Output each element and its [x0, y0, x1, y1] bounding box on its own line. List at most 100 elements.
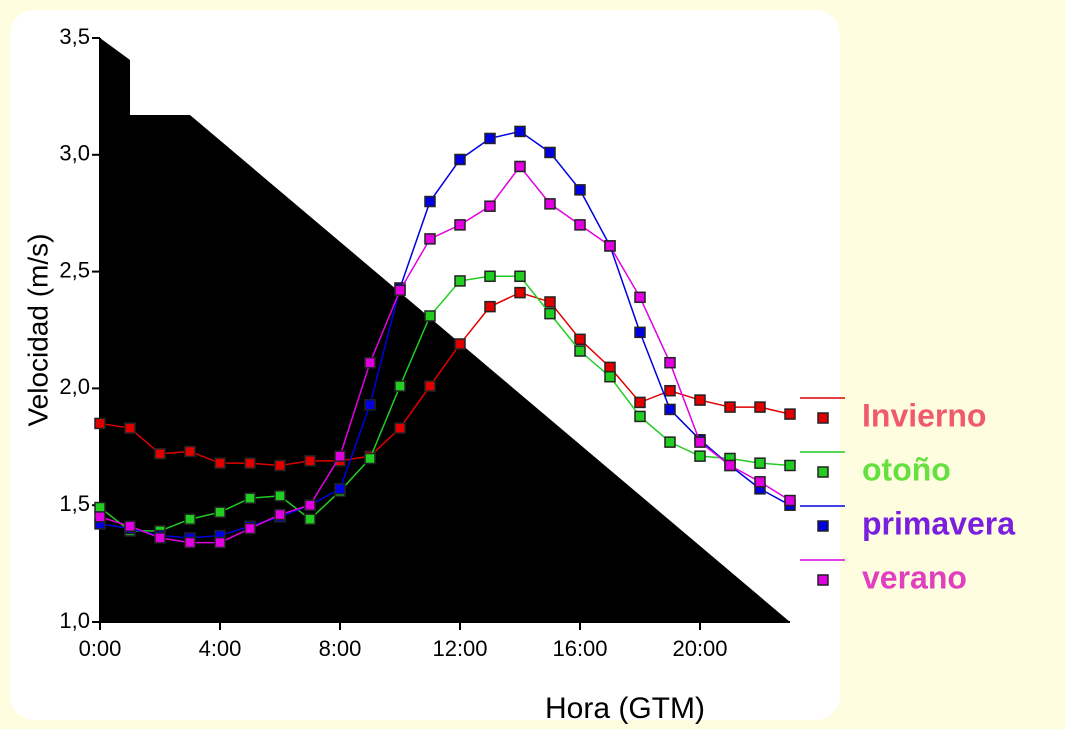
data-point [514, 286, 526, 299]
data-point [544, 296, 556, 308]
data-point [184, 513, 196, 525]
data-point [154, 448, 166, 460]
data-point [214, 506, 226, 518]
data-point [634, 326, 646, 339]
data-point [664, 356, 676, 369]
data-point [304, 499, 316, 511]
data-point [664, 403, 676, 416]
data-point [514, 270, 526, 283]
legend-marker [817, 412, 829, 424]
data-point [694, 436, 706, 448]
data-point [694, 450, 706, 462]
data-point [274, 508, 286, 521]
data-point [664, 436, 676, 448]
data-point [184, 536, 196, 549]
x-tick-label: 12:00 [432, 636, 487, 661]
data-point [154, 532, 166, 544]
x-tick-label: 20:00 [672, 636, 727, 661]
data-point [604, 240, 616, 252]
data-point [454, 338, 466, 350]
x-tick-label: 4:00 [199, 636, 242, 661]
data-point [94, 501, 106, 514]
legend-marker [817, 574, 829, 586]
data-point [484, 270, 496, 283]
data-point [754, 457, 766, 469]
legend-marker [817, 520, 829, 532]
data-point [274, 490, 286, 502]
legend-marker [817, 466, 829, 478]
legend-label: primavera [862, 505, 1015, 541]
y-tick-label: 1,5 [59, 491, 90, 516]
data-point [124, 422, 136, 434]
data-point [94, 511, 106, 523]
legend-label: verano [862, 559, 967, 595]
data-point [424, 380, 436, 392]
data-point [274, 459, 286, 472]
data-point [544, 146, 556, 159]
x-axis-label: Hora (GTM) [545, 692, 705, 725]
data-point [784, 494, 796, 507]
data-point [484, 200, 496, 212]
data-point [334, 450, 346, 462]
data-point [364, 399, 376, 411]
y-axis-label: Velocidad (m/s) [22, 234, 53, 427]
y-tick-label: 3,5 [59, 24, 90, 49]
data-point [694, 394, 706, 406]
data-point [784, 459, 796, 472]
data-point [544, 198, 556, 210]
data-point [784, 408, 796, 420]
data-point [454, 275, 466, 287]
data-point [304, 513, 316, 525]
data-point [544, 307, 556, 320]
data-point [364, 452, 376, 465]
background-shape [100, 38, 790, 622]
x-tick-label: 8:00 [319, 636, 362, 661]
data-point [724, 401, 736, 413]
data-point [634, 396, 646, 409]
data-point [574, 345, 586, 357]
data-point [244, 492, 256, 504]
data-point [304, 455, 316, 467]
data-point [574, 219, 586, 231]
data-point [514, 125, 526, 138]
data-point [604, 361, 616, 374]
data-point [754, 476, 766, 488]
data-point [424, 310, 436, 322]
y-tick-label: 2,0 [59, 374, 90, 399]
data-point [394, 380, 406, 392]
data-point [514, 160, 526, 173]
data-point [244, 457, 256, 469]
y-tick-label: 1,0 [59, 608, 90, 633]
data-point [424, 195, 436, 208]
x-tick-label: 0:00 [79, 636, 122, 661]
data-point [604, 370, 616, 383]
data-point [214, 536, 226, 549]
data-point [484, 300, 496, 313]
x-tick-label: 16:00 [552, 636, 607, 661]
data-point [184, 445, 196, 458]
y-tick-label: 3,0 [59, 141, 90, 166]
data-point [634, 291, 646, 304]
data-point [574, 333, 586, 346]
data-point [454, 153, 466, 166]
data-point [754, 401, 766, 413]
legend-label: Invierno [862, 397, 986, 433]
data-point [634, 410, 646, 423]
data-point [334, 483, 346, 495]
data-point [394, 422, 406, 434]
data-point [424, 233, 436, 245]
data-point [124, 520, 136, 532]
data-point [574, 184, 586, 196]
data-point [664, 384, 676, 397]
data-point [454, 219, 466, 231]
data-point [214, 457, 226, 469]
data-point [484, 132, 496, 145]
legend-label: otoño [862, 451, 951, 487]
data-point [394, 284, 406, 297]
data-point [94, 417, 106, 430]
data-point [364, 356, 376, 369]
data-point [244, 522, 256, 535]
y-tick-label: 2,5 [59, 257, 90, 282]
data-point [724, 459, 736, 472]
